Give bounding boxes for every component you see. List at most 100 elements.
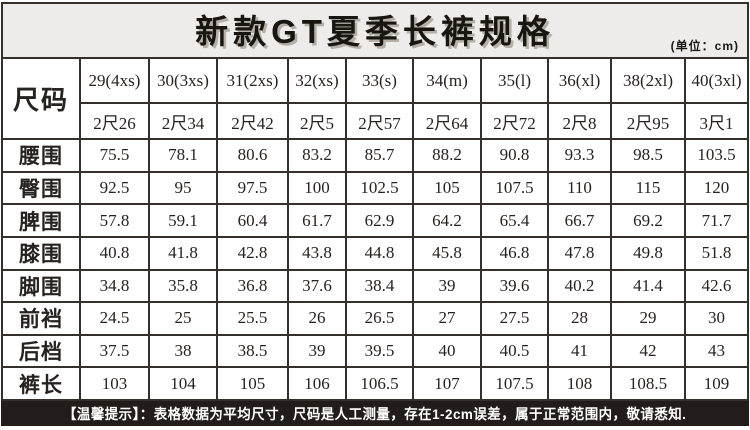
value-cell: 38 <box>148 333 218 369</box>
value-cell: 95 <box>148 170 218 206</box>
value-cell: 106.5 <box>345 366 414 401</box>
size-header-cell: 36(xl) <box>547 57 612 104</box>
table-row: 臀围 92.5 95 97.5 100 102.5 105 107.5 110 115 120 <box>1 170 749 206</box>
value-cell: 42.6 <box>684 268 749 304</box>
value-cell: 107 <box>412 366 482 401</box>
value-cell: 75.5 <box>79 138 150 173</box>
value-cell: 80.6 <box>216 138 289 173</box>
size-header-cell: 29(4xs) <box>79 57 150 104</box>
value-cell: 51.8 <box>684 235 749 271</box>
row-label: 脾围 <box>1 203 81 238</box>
chi-size-cell: 2尺72 <box>480 102 549 140</box>
value-cell: 25.5 <box>216 301 289 336</box>
table-row: 脚围 34.8 35.8 36.8 37.6 38.4 39 39.6 40.2 41.4 42.6 <box>1 268 749 304</box>
value-cell: 27.5 <box>480 301 549 336</box>
value-cell: 39.5 <box>345 333 414 369</box>
value-cell: 47.8 <box>547 235 612 271</box>
value-cell: 59.1 <box>148 203 218 238</box>
size-header-cell: 30(3xs) <box>148 57 218 104</box>
value-cell: 110 <box>547 170 612 206</box>
value-cell: 71.7 <box>684 203 749 238</box>
value-cell: 43.8 <box>287 235 347 271</box>
value-cell: 69.2 <box>610 203 686 238</box>
value-cell: 35.8 <box>148 268 218 304</box>
size-header-cell: 35(l) <box>480 57 549 104</box>
value-cell: 106 <box>287 366 347 401</box>
title-bar: 新款GT夏季长裤规格 (单位：cm) <box>1 2 749 57</box>
value-cell: 39.6 <box>480 268 549 304</box>
value-cell: 107.5 <box>480 170 549 206</box>
value-cell: 109 <box>684 366 749 401</box>
value-cell: 85.7 <box>345 138 414 173</box>
value-cell: 108.5 <box>610 366 686 401</box>
size-header-cell: 34(m) <box>412 57 482 104</box>
size-header-cell: 33(s) <box>345 57 414 104</box>
value-cell: 39 <box>412 268 482 304</box>
value-cell: 104 <box>148 366 218 401</box>
row-label: 脚围 <box>1 268 81 304</box>
value-cell: 40.8 <box>79 235 150 271</box>
value-cell: 102.5 <box>345 170 414 206</box>
table-row: 脾围 57.8 59.1 60.4 61.7 62.9 64.2 65.4 66.7 69.2 71… <box>1 203 749 238</box>
value-cell: 29 <box>610 301 686 336</box>
row-label: 裤长 <box>1 366 81 401</box>
value-cell: 105 <box>412 170 482 206</box>
value-cell: 44.8 <box>345 235 414 271</box>
value-cell: 98.5 <box>610 138 686 173</box>
chi-size-cell: 2尺26 <box>79 102 150 140</box>
value-cell: 60.4 <box>216 203 289 238</box>
row-label: 臀围 <box>1 170 81 206</box>
value-cell: 34.8 <box>79 268 150 304</box>
value-cell: 38.5 <box>216 333 289 369</box>
value-cell: 120 <box>684 170 749 206</box>
value-cell: 39 <box>287 333 347 369</box>
value-cell: 38.4 <box>345 268 414 304</box>
value-cell: 64.2 <box>412 203 482 238</box>
value-cell: 66.7 <box>547 203 612 238</box>
value-cell: 103 <box>79 366 150 401</box>
header-row-chi: 2尺26 2尺34 2尺42 2尺5 2尺57 2尺64 2尺72 2尺8 2尺95 3尺1 <box>2 102 749 140</box>
header-row-sizes: 尺码 29(4xs) 30(3xs) 31(2xs) 32(xs) 33(s) 34(m) 3… <box>1 57 749 140</box>
notice-bar: 【温馨提示】：表格数据为平均尺寸，尺码是人工测量，存在1-2cm误差，属于正常范… <box>1 401 749 426</box>
unit-label: (单位：cm) <box>670 39 739 53</box>
chi-size-cell: 2尺34 <box>148 102 218 140</box>
value-cell: 40 <box>412 333 482 369</box>
table-row: 膝围 40.8 41.8 42.8 43.8 44.8 45.8 46.8 47.8 49.8 51… <box>1 235 749 271</box>
value-cell: 92.5 <box>79 170 150 206</box>
value-cell: 65.4 <box>480 203 549 238</box>
chi-size-cell: 3尺1 <box>684 102 749 140</box>
table-row: 后档 37.5 38 38.5 39 39.5 40 40.5 41 42 43 <box>1 333 749 369</box>
row-label: 膝围 <box>1 235 81 271</box>
value-cell: 78.1 <box>148 138 218 173</box>
value-cell: 115 <box>610 170 686 206</box>
value-cell: 42.8 <box>216 235 289 271</box>
value-cell: 62.9 <box>345 203 414 238</box>
value-cell: 45.8 <box>412 235 482 271</box>
notice-text: 【温馨提示】：表格数据为平均尺寸，尺码是人工测量，存在1-2cm误差，属于正常范… <box>63 405 687 422</box>
value-cell: 41.4 <box>610 268 686 304</box>
size-header-cell: 31(2xs) <box>216 57 289 104</box>
value-cell: 46.8 <box>480 235 549 271</box>
row-label: 后档 <box>1 333 81 369</box>
table-row: 裤长 103 104 105 106 106.5 107 107.5 108 108.5 109 <box>1 366 749 401</box>
value-cell: 108 <box>547 366 612 401</box>
chi-size-cell: 2尺5 <box>287 102 347 140</box>
value-cell: 27 <box>412 301 482 336</box>
page-title: 新款GT夏季长裤规格 <box>195 13 555 50</box>
value-cell: 100 <box>287 170 347 206</box>
value-cell: 36.8 <box>216 268 289 304</box>
value-cell: 97.5 <box>216 170 289 206</box>
value-cell: 93.3 <box>547 138 612 173</box>
value-cell: 49.8 <box>610 235 686 271</box>
value-cell: 105 <box>216 366 289 401</box>
value-cell: 25 <box>148 301 218 336</box>
value-cell: 41.8 <box>148 235 218 271</box>
value-cell: 40.2 <box>547 268 612 304</box>
size-header-cell: 32(xs) <box>287 57 347 104</box>
value-cell: 41 <box>547 333 612 369</box>
value-cell: 28 <box>547 301 612 336</box>
chi-size-cell: 2尺8 <box>547 102 612 140</box>
row-label: 腰围 <box>1 138 81 173</box>
value-cell: 40.5 <box>480 333 549 369</box>
